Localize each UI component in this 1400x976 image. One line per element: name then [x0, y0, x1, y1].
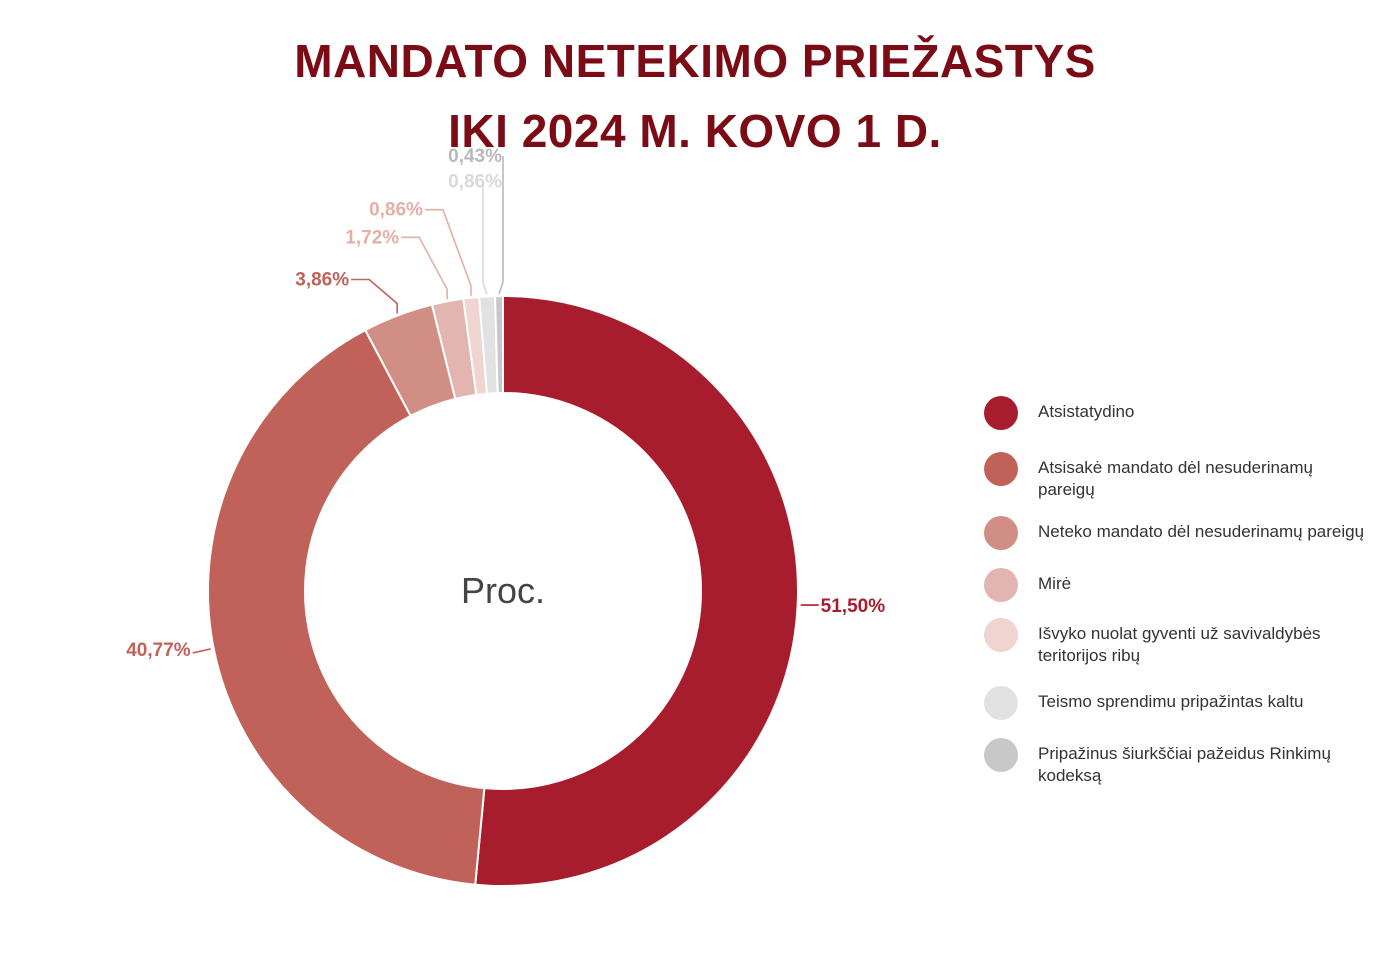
- donut-slice: [474, 294, 799, 887]
- legend-swatch: [984, 618, 1018, 652]
- legend-label: Neteko mandato dėl nesuderinamų pareigų: [1038, 522, 1365, 541]
- legend-label: Mirė: [1038, 574, 1072, 593]
- legend-swatch: [984, 568, 1018, 602]
- data-label: 3,86%: [295, 270, 349, 291]
- legend-label: Teismo sprendimu pripažintas kaltu: [1038, 692, 1304, 711]
- legend-swatch: [984, 396, 1018, 430]
- legend-swatch: [984, 738, 1018, 772]
- donut-center-label: Proc.: [461, 570, 545, 611]
- legend-label: Atsistatydino: [1038, 402, 1135, 421]
- legend-swatch: [984, 452, 1018, 486]
- data-label: 51,50%: [821, 596, 886, 617]
- chart-title-line-2: IKI 2024 M. KOVO 1 D.: [448, 105, 942, 157]
- data-label: 1,72%: [345, 227, 399, 248]
- donut-slice: [494, 294, 504, 395]
- legend-swatch: [984, 686, 1018, 720]
- legend-swatch: [984, 516, 1018, 550]
- data-label-leader-line: [482, 181, 488, 295]
- data-label: 0,86%: [369, 200, 423, 221]
- data-label: 0,43%: [448, 146, 502, 167]
- data-label-leader-line: [401, 236, 448, 300]
- data-label-leader-line: [192, 648, 211, 654]
- legend-label: Išvyko nuolat gyventi už savivaldybės te…: [1038, 624, 1321, 665]
- legend-label: Pripažinus šiurkščiai pažeidus Rinkimų k…: [1038, 744, 1331, 785]
- data-label-leader-line: [498, 156, 504, 295]
- data-label-leader-line: [424, 208, 472, 296]
- donut-slice: [207, 328, 486, 886]
- chart-title-line-1: MANDATO NETEKIMO PRIEŽASTYS: [294, 35, 1096, 87]
- data-label-leader-line: [351, 278, 398, 314]
- legend-label: Atsisakė mandato dėl nesuderinamų pareig…: [1038, 458, 1313, 499]
- data-label: 40,77%: [126, 640, 191, 661]
- data-label: 0,86%: [448, 171, 502, 192]
